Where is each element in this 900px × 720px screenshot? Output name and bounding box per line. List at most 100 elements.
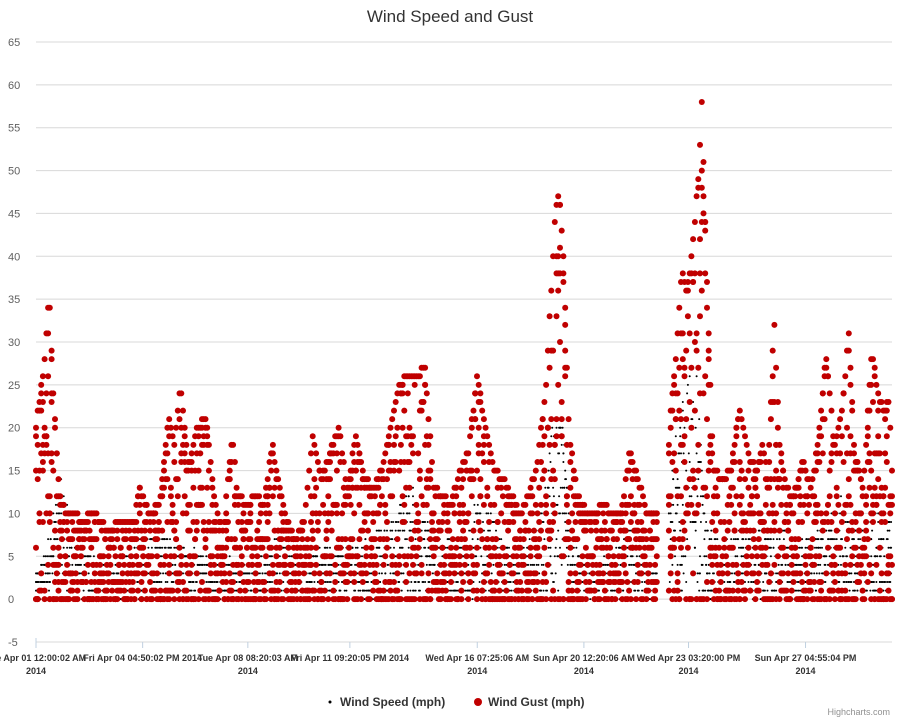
wind-speed-point [890, 521, 893, 523]
wind-gust-point [169, 501, 176, 508]
wind-gust-point [190, 441, 197, 448]
wind-speed-point [62, 546, 65, 549]
wind-gust-point [33, 544, 39, 551]
wind-speed-point [471, 598, 474, 601]
wind-gust-point [320, 501, 327, 508]
wind-speed-point [734, 538, 737, 541]
wind-speed-point [730, 538, 733, 541]
wind-gust-point [36, 510, 43, 517]
wind-gust-point [95, 587, 102, 594]
wind-gust-point [107, 561, 114, 568]
wind-speed-point [699, 495, 702, 498]
wind-speed-point [503, 563, 506, 566]
wind-gust-point [321, 587, 328, 594]
wind-gust-point [225, 519, 231, 525]
wind-speed-point [801, 546, 804, 549]
wind-speed-point [409, 589, 412, 592]
wind-speed-point [699, 572, 701, 575]
wind-gust-point [299, 536, 306, 543]
wind-gust-point [93, 536, 100, 543]
wind-speed-point [815, 546, 818, 549]
wind-gust-point [141, 527, 148, 534]
wind-speed-point [742, 538, 745, 541]
wind-gust-point [48, 356, 55, 363]
wind-gust-point [159, 527, 166, 534]
wind-gust-point [88, 544, 95, 551]
wind-gust-point [112, 553, 119, 560]
wind-gust-point [180, 579, 186, 585]
wind-gust-point [325, 493, 332, 500]
wind-gust-point [173, 424, 180, 431]
wind-gust-point [261, 587, 268, 594]
wind-speed-point [850, 572, 853, 575]
wind-gust-point [43, 441, 50, 448]
wind-gust-point [84, 561, 91, 568]
x-tick-label: Wed Apr 16 07:25:06 AM [425, 653, 529, 663]
wind-speed-point [47, 572, 50, 575]
wind-speed-point [43, 581, 46, 583]
wind-gust-point [283, 570, 290, 577]
wind-gust-point [52, 424, 58, 431]
wind-speed-point [428, 555, 431, 558]
wind-gust-point [280, 501, 287, 508]
wind-speed-point [312, 555, 315, 558]
wind-gust-point [304, 484, 311, 491]
wind-gust-point [269, 450, 276, 457]
wind-speed-point [405, 538, 408, 541]
wind-speed-point [359, 589, 362, 592]
wind-speed-point [389, 546, 392, 549]
wind-gust-point [263, 596, 269, 603]
wind-speed-point [846, 581, 848, 583]
wind-speed-point [840, 563, 842, 566]
wind-speed-point [888, 521, 891, 523]
wind-gust-point [268, 467, 275, 474]
wind-gust-point [223, 510, 230, 517]
wind-speed-point [800, 563, 803, 566]
wind-speed-point [816, 529, 819, 532]
wind-speed-point [156, 581, 159, 583]
wind-speed-point [819, 546, 822, 549]
wind-speed-point [166, 538, 169, 541]
wind-speed-point [696, 572, 699, 575]
wind-speed-point [680, 589, 683, 592]
wind-speed-point [871, 529, 874, 532]
wind-gust-point [129, 579, 136, 585]
wind-speed-point [350, 563, 353, 566]
wind-gust-point [41, 356, 48, 363]
x-tick-label: Fri Apr 11 09:20:05 PM 2014 [291, 653, 409, 663]
y-tick-label: 45 [8, 208, 20, 220]
wind-speed-point [559, 486, 562, 489]
wind-speed-point [464, 589, 467, 592]
wind-speed-point [638, 555, 641, 558]
wind-speed-point [604, 563, 607, 566]
wind-speed-point [552, 581, 555, 583]
wind-speed-point [164, 546, 167, 549]
wind-gust-point [188, 450, 195, 457]
wind-speed-point [553, 555, 556, 558]
wind-gust-point [252, 570, 259, 577]
wind-speed-point [420, 555, 423, 558]
wind-speed-point [54, 521, 57, 523]
wind-gust-point [79, 544, 86, 551]
wind-gust-point [193, 570, 200, 577]
wind-gust-point [97, 561, 103, 568]
wind-speed-point [397, 521, 400, 523]
wind-gust-point [173, 519, 180, 525]
wind-speed-point [52, 512, 55, 515]
wind-gust-point [314, 527, 321, 534]
wind-speed-point [765, 572, 768, 575]
wind-speed-point [838, 581, 841, 583]
wind-gust-point [109, 587, 116, 594]
wind-speed-point [667, 512, 670, 515]
wind-speed-point [687, 452, 690, 455]
wind-gust-point [314, 519, 321, 525]
wind-speed-point [814, 546, 816, 549]
wind-speed-point [402, 572, 405, 575]
wind-gust-point [46, 510, 53, 517]
wind-speed-point [408, 512, 411, 515]
wind-gust-point [183, 441, 190, 448]
wind-gust-point [128, 553, 135, 560]
wind-gust-point [269, 570, 276, 577]
